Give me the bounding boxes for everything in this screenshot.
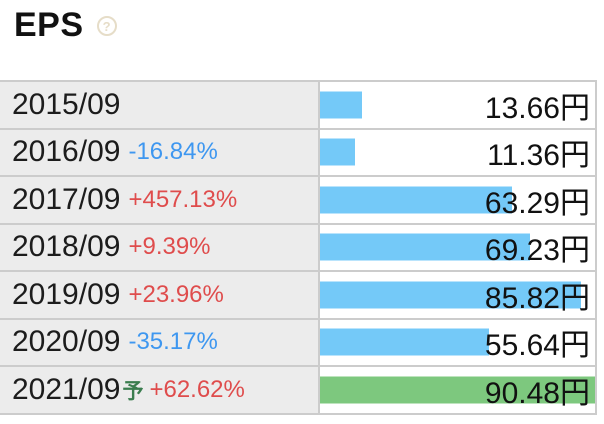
row-year: 2017/09 <box>12 182 121 216</box>
table-row: 2021/09 予 +62.62% 90.48円 <box>0 367 595 415</box>
row-value: 90.48円 <box>484 376 590 410</box>
row-forecast-mark: 予 <box>122 379 144 403</box>
row-bar <box>320 138 355 166</box>
row-bar-cell: 55.64円 <box>320 319 595 365</box>
row-change: +62.62% <box>149 375 245 403</box>
row-label: 2017/09 +457.13% <box>0 177 320 223</box>
row-change: -35.17% <box>128 328 218 356</box>
row-bar <box>320 186 513 214</box>
row-year: 2019/09 <box>12 277 121 311</box>
row-year: 2020/09 <box>12 325 121 359</box>
table-row: 2019/09 +23.96% 85.82円 <box>0 272 595 320</box>
row-bar-cell: 90.48円 <box>320 367 595 413</box>
row-bar-cell: 13.66円 <box>320 82 595 128</box>
table-row: 2015/09 13.66円 <box>0 82 595 130</box>
help-icon[interactable]: ? <box>96 16 117 36</box>
row-year: 2016/09 <box>12 135 121 169</box>
table-row: 2016/09 -16.84% 11.36円 <box>0 129 595 177</box>
table-row: 2017/09 +457.13% 63.29円 <box>0 177 595 225</box>
row-label: 2019/09 +23.96% <box>0 272 320 318</box>
row-label: 2016/09 -16.84% <box>0 129 320 175</box>
row-bar <box>320 281 581 309</box>
row-change: -16.84% <box>128 138 218 166</box>
row-label: 2021/09 予 +62.62% <box>0 367 320 413</box>
row-label: 2018/09 +9.39% <box>0 224 320 270</box>
row-label: 2020/09 -35.17% <box>0 319 320 365</box>
row-value: 63.29円 <box>484 186 590 220</box>
row-value: 11.36円 <box>487 139 590 173</box>
eps-table: 2015/09 13.66円 2016/09 -16.84% 11.36円 20… <box>0 80 597 415</box>
row-year: 2021/09 <box>12 372 121 406</box>
row-bar <box>320 91 362 119</box>
table-row: 2018/09 +9.39% 69.23円 <box>0 224 595 272</box>
eps-header: EPS ? <box>14 5 117 45</box>
row-year: 2018/09 <box>12 230 121 264</box>
row-change: +9.39% <box>128 233 211 261</box>
row-value: 55.64円 <box>484 329 590 363</box>
row-bar <box>320 233 531 261</box>
row-value: 69.23円 <box>484 234 590 268</box>
table-row: 2020/09 -35.17% 55.64円 <box>0 319 595 367</box>
row-bar <box>320 376 595 404</box>
row-value: 13.66円 <box>484 91 590 125</box>
row-change: +457.13% <box>128 185 238 213</box>
row-change: +23.96% <box>128 280 224 308</box>
row-bar-cell: 63.29円 <box>320 177 595 223</box>
row-value: 85.82円 <box>484 281 590 315</box>
row-bar-cell: 85.82円 <box>320 272 595 318</box>
page-title: EPS <box>14 6 84 44</box>
row-bar-cell: 11.36円 <box>320 129 595 175</box>
row-bar <box>320 328 490 356</box>
row-year: 2015/09 <box>12 87 121 121</box>
row-bar-cell: 69.23円 <box>320 224 595 270</box>
row-label: 2015/09 <box>0 82 320 128</box>
